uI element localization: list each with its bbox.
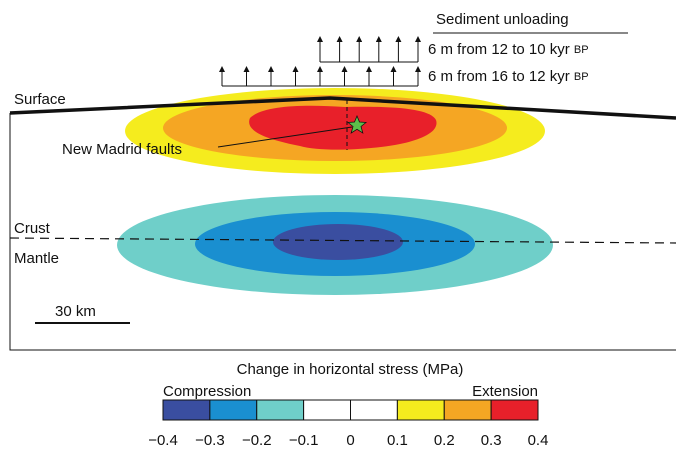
unloading-step: 6 m from 16 to 12 kyr BP: [428, 68, 589, 85]
lower-stress-field: [117, 195, 553, 295]
colorbar-cell: [444, 400, 491, 420]
colorbar-tick-label: −0.1: [289, 432, 319, 449]
unloading-arrows: [222, 39, 418, 86]
colorbar-left-label: Compression: [163, 383, 251, 400]
unloading-title: Sediment unloading: [436, 11, 569, 28]
colorbar-cell: [163, 400, 210, 420]
upper-stress-field: [125, 88, 545, 174]
colorbar-cell: [351, 400, 398, 420]
colorbar-right-label: Extension: [472, 383, 538, 400]
colorbar-tick-label: −0.3: [195, 432, 225, 449]
colorbar-cell: [491, 400, 538, 420]
colorbar-title: Change in horizontal stress (MPa): [237, 361, 464, 378]
scale-label: 30 km: [55, 303, 96, 320]
faults-label: New Madrid faults: [62, 141, 182, 158]
crust-label: Crust: [14, 220, 51, 237]
colorbar-tick-label: 0: [346, 432, 354, 449]
page: {"header": {"title": "Sediment unloading…: [0, 0, 676, 456]
colorbar-tick-label: 0.4: [528, 432, 549, 449]
colorbar: −0.4 −0.3 −0.2 −0.1 0 0.1 0.2 0.3 0.4: [148, 400, 548, 449]
surface-label: Surface: [14, 91, 66, 108]
colorbar-cell: [304, 400, 351, 420]
diagram: Sediment unloading 6 m from 12 to 10 kyr…: [0, 0, 676, 456]
colorbar-tick-label: 0.2: [434, 432, 455, 449]
unloading-step: 6 m from 12 to 10 kyr BP: [428, 41, 589, 58]
colorbar-tick-label: −0.2: [242, 432, 272, 449]
colorbar-cell: [257, 400, 304, 420]
colorbar-tick-label: 0.3: [481, 432, 502, 449]
colorbar-tick-label: 0.1: [387, 432, 408, 449]
colorbar-tick-label: −0.4: [148, 432, 178, 449]
colorbar-cell: [397, 400, 444, 420]
colorbar-cell: [210, 400, 257, 420]
mantle-label: Mantle: [14, 250, 59, 267]
